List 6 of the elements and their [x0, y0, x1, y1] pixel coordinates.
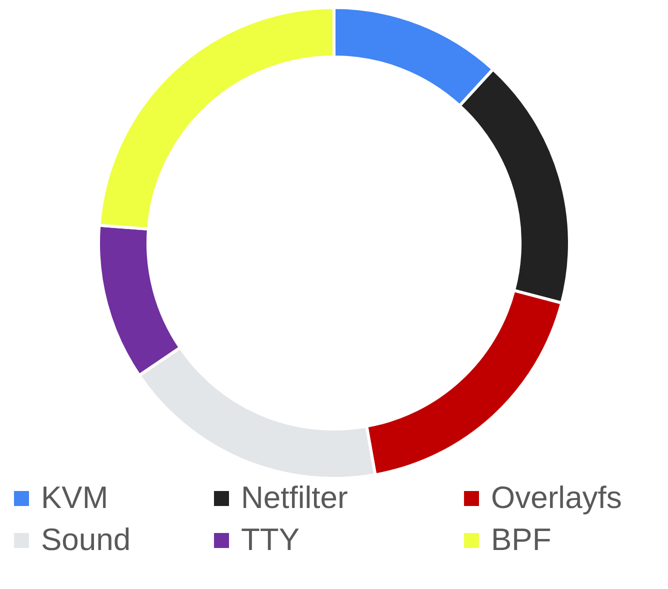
legend-label: Netfilter — [241, 480, 348, 516]
legend-label: KVM — [41, 480, 108, 516]
legend-label: Sound — [41, 522, 131, 558]
legend-label: TTY — [241, 522, 300, 558]
legend-label: Overlayfs — [491, 480, 622, 516]
legend-label: BPF — [491, 522, 552, 558]
